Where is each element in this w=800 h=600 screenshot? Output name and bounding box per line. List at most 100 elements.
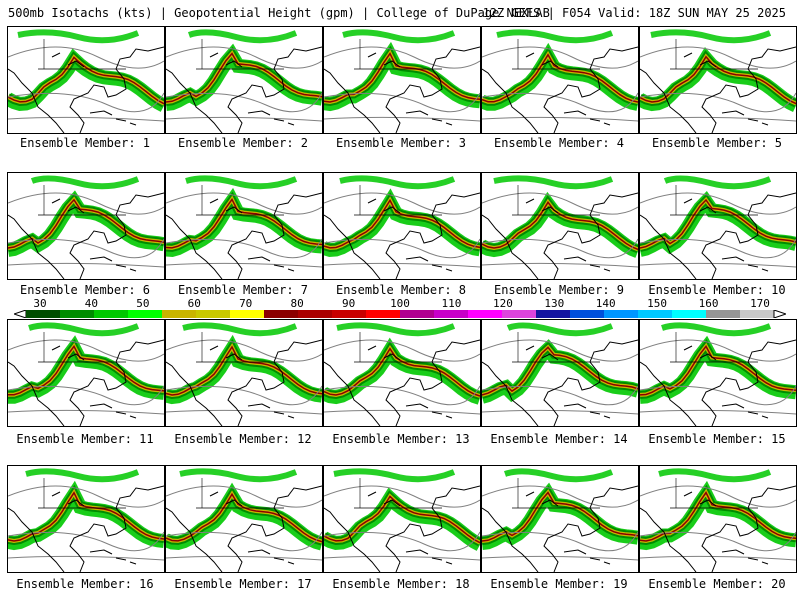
ensemble-panel: [481, 26, 639, 134]
land-mass: [8, 466, 164, 572]
colorbar-swatch: [672, 310, 707, 318]
ensemble-member-label: Ensemble Member: 18: [332, 577, 470, 591]
ensemble-member-label: Ensemble Member: 3: [335, 136, 467, 150]
height-contour: [640, 92, 796, 113]
colorbar-tick-label: 70: [239, 297, 253, 310]
isotach-band-north: [650, 29, 772, 44]
colorbar-swatch: [162, 310, 197, 318]
ensemble-panel: [165, 26, 323, 134]
colorbar-strip: [14, 310, 786, 318]
land-mass: [166, 320, 322, 426]
height-contour: [640, 485, 796, 508]
colorbar-swatch: [638, 310, 673, 318]
ensemble-member-label: Ensemble Member: 2: [177, 136, 309, 150]
colorbar-swatch: [264, 310, 299, 318]
coastline: [324, 485, 480, 572]
colorbar-swatch: [332, 310, 367, 318]
caribbean-islands: [525, 52, 611, 126]
land-mass: [324, 320, 480, 426]
colorbar-swatch: [434, 310, 469, 318]
isotach-band-north: [185, 175, 298, 190]
ensemble-member-label: Ensemble Member: 11: [16, 432, 154, 446]
colorbar-tick-label: 100: [390, 297, 410, 310]
isotach-band-north: [663, 175, 772, 190]
ensemble-panel: [165, 319, 323, 427]
height-contour: [8, 46, 164, 69]
height-contour: [8, 385, 164, 406]
coastline: [166, 339, 322, 426]
height-contour: [482, 116, 638, 122]
colorbar-tick-label: 50: [136, 297, 150, 310]
height-contour: [166, 485, 322, 508]
height-contour: [166, 409, 322, 415]
height-contour: [482, 46, 638, 69]
isotach-band-80kt: [324, 347, 480, 397]
colorbar-tick-label: 170: [750, 297, 770, 310]
colorbar-swatch: [366, 310, 401, 318]
coastline: [166, 46, 322, 133]
height-contour: [324, 92, 480, 113]
coastline: [166, 485, 322, 572]
isotach-map: [324, 320, 480, 426]
ensemble-member-label: Ensemble Member: 17: [174, 577, 312, 591]
land-mass: [640, 320, 796, 426]
isotach-map: [8, 320, 164, 426]
height-contour: [640, 116, 796, 122]
isotach-map: [640, 27, 796, 133]
isotach-map: [640, 466, 796, 572]
height-contour: [324, 46, 480, 69]
ensemble-panel: [165, 465, 323, 573]
ensemble-member-label: Ensemble Member: 7: [177, 283, 309, 297]
height-contour: [640, 531, 796, 552]
land-mass: [8, 27, 164, 133]
ensemble-panel: [7, 319, 165, 427]
coastline: [640, 485, 796, 572]
ensemble-panel: [639, 465, 797, 573]
height-contour: [166, 385, 322, 406]
colorbar-tick-label: 40: [84, 297, 99, 310]
land-mass: [166, 27, 322, 133]
caribbean-islands: [683, 198, 769, 272]
height-contour: [324, 192, 480, 215]
ensemble-panel: [323, 26, 481, 134]
ensemble-panel: [323, 172, 481, 280]
land-mass: [482, 466, 638, 572]
height-contour: [482, 485, 638, 508]
land-mass: [482, 27, 638, 133]
height-contour: [166, 339, 322, 362]
ensemble-panel: [7, 26, 165, 134]
colorbar-swatch: [128, 310, 163, 318]
height-contour: [482, 238, 638, 259]
coastline: [482, 46, 638, 133]
ensemble-member-label: Ensemble Member: 5: [651, 136, 783, 150]
land-mass: [482, 173, 638, 279]
height-contour: [482, 531, 638, 552]
isotach-band-north: [30, 175, 140, 190]
isotach-map: [640, 173, 796, 279]
isotach-band-north: [333, 468, 456, 483]
land-mass: [166, 173, 322, 279]
height-contour: [324, 238, 480, 259]
colorbar-swatch: [502, 310, 537, 318]
height-contour: [324, 385, 480, 406]
height-contour: [8, 555, 164, 561]
isotach-map: [482, 320, 638, 426]
height-contour: [640, 339, 796, 362]
coastline: [640, 192, 796, 279]
coastline: [8, 46, 164, 133]
isotach-map: [166, 173, 322, 279]
ensemble-member-label: Ensemble Member: 13: [332, 432, 470, 446]
caribbean-islands: [51, 52, 137, 126]
height-contour: [8, 485, 164, 508]
height-contour: [482, 339, 638, 362]
caribbean-islands: [525, 198, 611, 272]
ensemble-member-label: Ensemble Member: 1: [19, 136, 151, 150]
height-contour: [640, 192, 796, 215]
isotach-band-north: [506, 322, 614, 337]
colorbar-tick-label: 160: [698, 297, 719, 310]
height-contour: [166, 116, 322, 122]
isotach-map: [8, 466, 164, 572]
colorbar-swatch: [60, 310, 95, 318]
caribbean-islands: [683, 345, 769, 419]
ensemble-member-label: Ensemble Member: 14: [490, 432, 628, 446]
